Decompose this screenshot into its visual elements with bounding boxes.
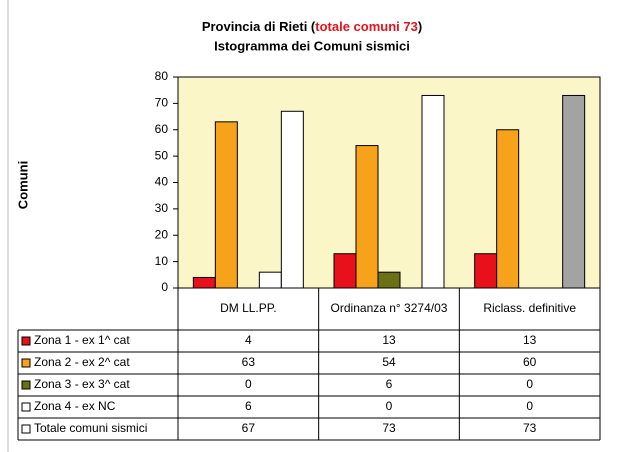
y-tick-label: 40 bbox=[155, 175, 169, 189]
table-value: 63 bbox=[242, 355, 256, 369]
bar bbox=[192, 276, 216, 289]
bar bbox=[280, 110, 304, 289]
legend-swatch bbox=[21, 424, 31, 434]
bar bbox=[562, 94, 586, 289]
table-value: 73 bbox=[382, 421, 396, 435]
table-value: 6 bbox=[245, 399, 252, 413]
y-tick-label: 80 bbox=[155, 69, 169, 83]
y-tick-label: 30 bbox=[155, 201, 169, 215]
legend-label: Zona 4 - ex NC bbox=[34, 399, 116, 413]
table-value: 6 bbox=[386, 377, 393, 391]
table-value: 60 bbox=[523, 355, 537, 369]
table-value: 4 bbox=[245, 333, 252, 347]
table-value: 0 bbox=[386, 399, 393, 413]
table-value: 13 bbox=[523, 333, 537, 347]
table-value: 73 bbox=[523, 421, 537, 435]
legend-swatch bbox=[21, 336, 31, 346]
legend-swatch bbox=[21, 380, 31, 390]
y-tick-label: 20 bbox=[155, 227, 169, 241]
table-value: 67 bbox=[242, 421, 256, 435]
bar bbox=[258, 271, 282, 289]
x-tick-label: Riclass. definitive bbox=[483, 301, 576, 315]
title-highlight: totale comuni 73 bbox=[315, 19, 418, 34]
y-tick-label: 70 bbox=[155, 96, 169, 110]
y-tick-label: 50 bbox=[155, 148, 169, 162]
bar bbox=[333, 253, 357, 289]
legend-swatch bbox=[21, 358, 31, 368]
y-axis-label: Comuni bbox=[15, 161, 30, 209]
table-value: 0 bbox=[245, 377, 252, 391]
legend-label: Zona 1 - ex 1^ cat bbox=[34, 333, 130, 347]
bar bbox=[496, 129, 520, 289]
y-tick-label: 10 bbox=[155, 254, 169, 268]
plot-area bbox=[177, 76, 601, 289]
table-value: 54 bbox=[382, 355, 396, 369]
bar bbox=[377, 271, 401, 289]
table-value: 0 bbox=[526, 399, 533, 413]
legend-label: Totale comuni sismici bbox=[34, 421, 147, 435]
x-tick-label: DM LL.PP. bbox=[220, 301, 276, 315]
title-part: Provincia di Rieti ( bbox=[202, 19, 316, 34]
legend-label: Zona 2 - ex 2^ cat bbox=[34, 355, 130, 369]
title-part: ) bbox=[418, 19, 422, 34]
chart-title: Provincia di Rieti (totale comuni 73) bbox=[202, 19, 422, 34]
legend-label: Zona 3 - ex 3^ cat bbox=[34, 377, 130, 391]
bar bbox=[474, 253, 498, 289]
bar bbox=[421, 94, 445, 289]
y-tick-label: 0 bbox=[161, 280, 168, 294]
legend-swatch bbox=[21, 402, 31, 412]
table-value: 13 bbox=[382, 333, 396, 347]
table-value: 0 bbox=[526, 377, 533, 391]
bar bbox=[214, 121, 238, 289]
bar bbox=[355, 145, 379, 289]
chart-subtitle: Istogramma dei Comuni sismici bbox=[214, 38, 410, 53]
y-tick-label: 60 bbox=[155, 122, 169, 136]
x-tick-label: Ordinanza n° 3274/03 bbox=[331, 301, 448, 315]
